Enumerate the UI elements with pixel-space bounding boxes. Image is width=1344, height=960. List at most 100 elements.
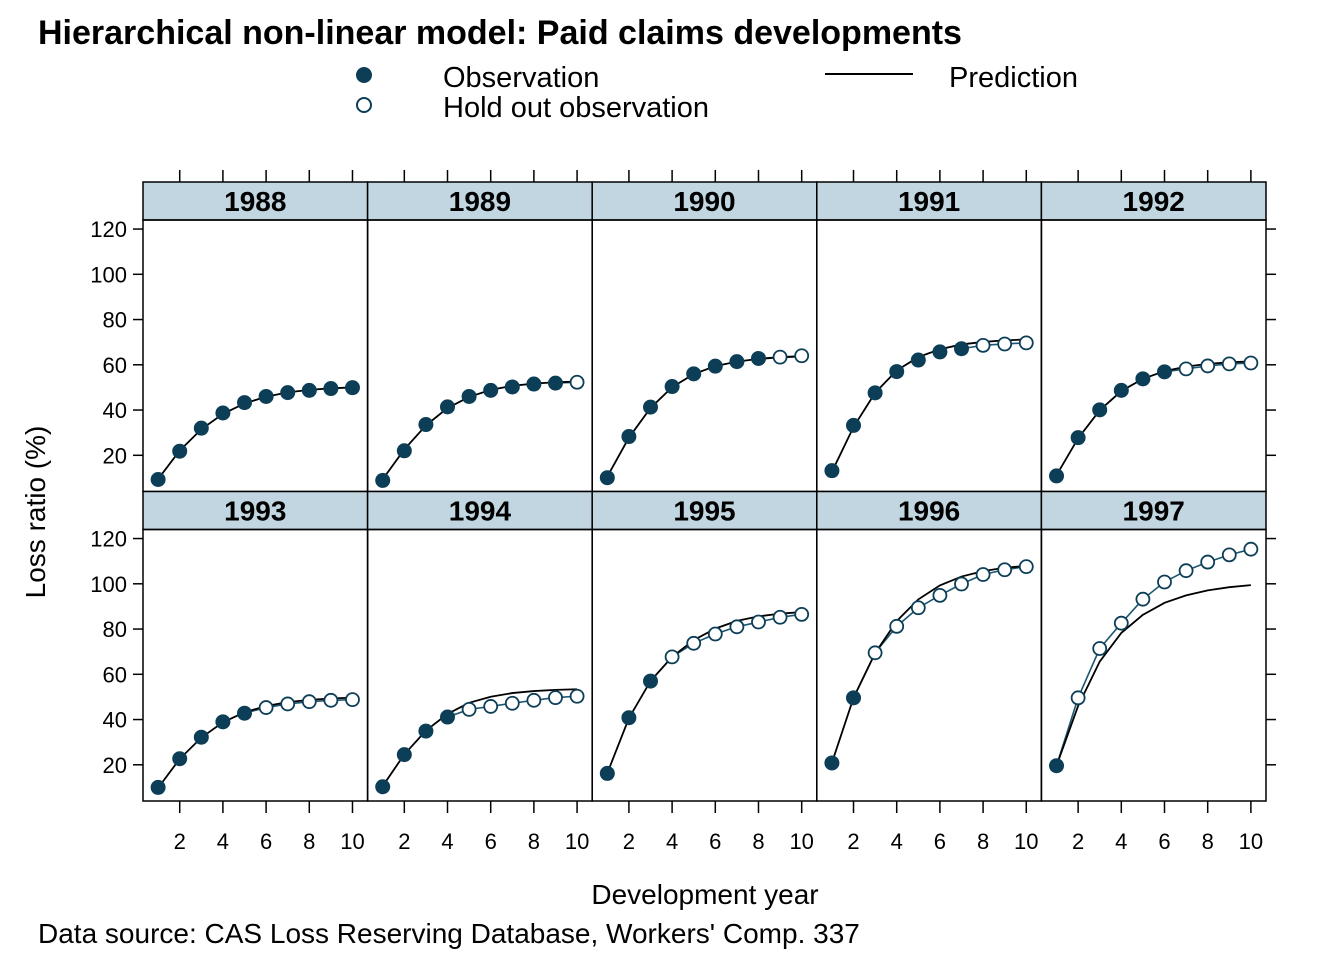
observation-point xyxy=(910,352,926,368)
observation-point xyxy=(1092,402,1108,418)
panel-1993: 1993 xyxy=(142,490,369,802)
observation-point xyxy=(461,388,477,404)
panel-1990: 1990 xyxy=(591,181,818,493)
observation-point xyxy=(396,443,412,459)
holdout-point xyxy=(483,699,499,714)
x-tick-label: 8 xyxy=(977,829,989,854)
holdout-point xyxy=(910,600,926,616)
holdout-point xyxy=(258,700,274,715)
x-tick-label: 10 xyxy=(340,829,364,854)
holdout-point xyxy=(569,374,585,390)
x-tick-label: 2 xyxy=(174,829,186,854)
panel-strip xyxy=(142,490,369,531)
panel-1992: 1992 xyxy=(1040,181,1267,493)
legend-prediction-label: Prediction xyxy=(949,62,1078,94)
panel-grid: 1988 1989 1990 1991 1992 1993 1994 1995 1996 1997 xyxy=(142,181,1267,802)
holdout-point xyxy=(345,692,360,708)
observation-point xyxy=(664,379,680,395)
x-tick-label: 6 xyxy=(485,829,497,854)
observation-point xyxy=(1113,382,1129,398)
x-tick-label: 2 xyxy=(623,829,635,854)
panel-1988: 1988 xyxy=(142,181,369,493)
x-tick-label: 10 xyxy=(565,829,589,854)
x-tick-label: 10 xyxy=(1239,829,1263,854)
holdout-point xyxy=(954,576,969,592)
observation-point xyxy=(280,385,296,401)
holdout-point xyxy=(772,609,788,625)
legend-holdout-label: Hold out observation xyxy=(443,92,709,124)
observation-point xyxy=(824,755,840,771)
x-axis-label: Development year xyxy=(591,879,818,910)
panel-frame xyxy=(591,528,818,802)
observation-point xyxy=(237,705,253,721)
panel-strip xyxy=(1040,181,1267,221)
x-tick-label: 4 xyxy=(217,829,229,854)
holdout-point xyxy=(1200,358,1216,374)
holdout-point xyxy=(997,336,1013,352)
panel-year-label: 1996 xyxy=(898,496,960,527)
y-tick-label: 60 xyxy=(103,353,127,378)
x-tick-label: 4 xyxy=(666,829,678,854)
holdout-point xyxy=(1157,574,1172,590)
y-tick-label: 100 xyxy=(90,262,127,287)
prediction-line xyxy=(606,355,802,478)
x-tick-label: 8 xyxy=(752,829,764,854)
observation-point xyxy=(418,417,434,433)
holdout-point xyxy=(1243,355,1259,371)
y-axis-label: Loss ratio (%) xyxy=(20,426,51,599)
holdout-point xyxy=(323,692,339,708)
legend: Observation Hold out observation Predict… xyxy=(356,62,1078,124)
panel-1994: 1994 xyxy=(366,490,593,802)
observation-point xyxy=(344,380,360,396)
prediction-line xyxy=(831,338,1027,473)
legend-observation-marker xyxy=(356,67,372,83)
y-tick-label: 80 xyxy=(103,308,127,333)
observation-point xyxy=(1135,371,1151,387)
panel-year-label: 1991 xyxy=(898,186,960,217)
observation-point xyxy=(643,673,659,689)
holdout-point xyxy=(975,567,991,582)
observation-point xyxy=(193,729,209,745)
observation-point xyxy=(375,472,391,488)
holdout-point xyxy=(1113,615,1129,631)
observation-point xyxy=(215,714,231,730)
prediction-line xyxy=(1055,584,1251,767)
observation-point xyxy=(867,385,883,401)
panel-year-label: 1997 xyxy=(1123,496,1185,527)
y-tick-label: 20 xyxy=(103,443,127,468)
x-tick-label: 6 xyxy=(934,829,946,854)
holdout-point xyxy=(1243,541,1259,557)
observation-point xyxy=(193,420,209,436)
observation-point xyxy=(1070,430,1086,446)
observation-point xyxy=(1156,364,1172,380)
observation-point xyxy=(150,779,166,795)
prediction-line xyxy=(381,380,578,480)
holdout-point xyxy=(1200,554,1216,570)
observation-point xyxy=(846,417,862,433)
holdout-point xyxy=(975,337,991,353)
panel-strip xyxy=(591,490,818,531)
holdout-point xyxy=(301,694,317,710)
observation-point xyxy=(258,388,274,404)
holdout-point xyxy=(751,614,766,630)
panel-strip xyxy=(816,490,1043,531)
panel-1995: 1995 xyxy=(591,490,818,802)
panel-frame xyxy=(816,219,1043,493)
observation-point xyxy=(483,382,499,398)
observation-point xyxy=(1049,468,1065,484)
x-tick-label: 6 xyxy=(709,829,721,854)
observation-point xyxy=(526,376,542,392)
panel-year-label: 1993 xyxy=(224,496,286,527)
x-tick-label: 8 xyxy=(528,829,540,854)
observation-point xyxy=(953,341,969,357)
holdout-point xyxy=(1018,559,1034,575)
holdout-point xyxy=(1178,361,1194,377)
y-axis: 20 40 60 80 100 120 20 40 60 80 100 120 xyxy=(90,217,1276,778)
y-tick-label: 20 xyxy=(103,753,127,778)
prediction-line xyxy=(381,688,578,787)
panel-1997: 1997 xyxy=(1040,490,1267,802)
holdout-point xyxy=(932,587,948,603)
holdout-point xyxy=(794,348,810,364)
prediction-line xyxy=(157,386,353,480)
observation-point xyxy=(440,709,456,725)
